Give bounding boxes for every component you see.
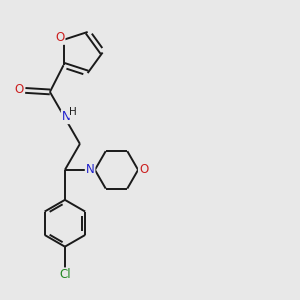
Text: H: H xyxy=(69,107,76,117)
Text: O: O xyxy=(55,31,64,44)
Text: O: O xyxy=(14,83,23,96)
Text: N: N xyxy=(86,164,94,176)
Text: N: N xyxy=(62,110,70,123)
Text: Cl: Cl xyxy=(59,268,71,281)
Text: O: O xyxy=(139,164,148,176)
